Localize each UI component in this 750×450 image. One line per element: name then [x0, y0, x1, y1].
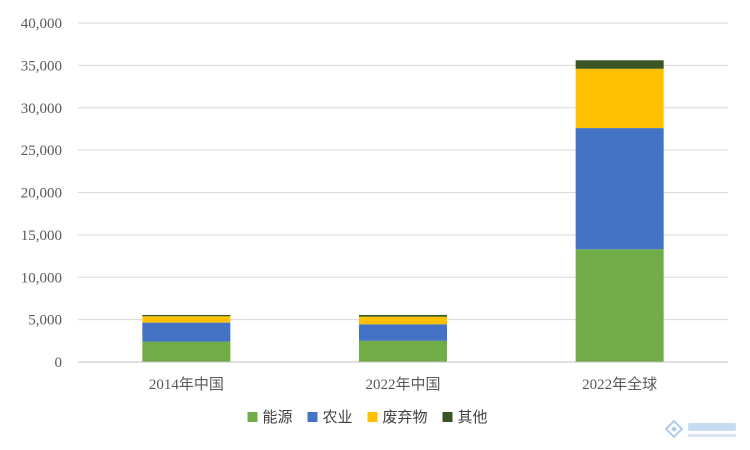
y-tick-label: 15,000 [21, 228, 62, 244]
y-tick-label: 0 [55, 355, 63, 371]
y-tick-label: 20,000 [21, 186, 62, 202]
y-tick-label: 40,000 [21, 16, 62, 32]
legend-label: 能源 [263, 408, 293, 426]
bar-segment [142, 341, 231, 362]
legend-swatch [247, 412, 258, 422]
legend-swatch [367, 412, 378, 422]
y-tick-label: 25,000 [21, 143, 62, 159]
y-axis: 0 5,000 10,000 15,000 20,000 25,000 30,000 35,0… [21, 16, 62, 371]
bar-segment [359, 340, 447, 362]
bar-segment [575, 68, 664, 129]
bar-segment [142, 316, 231, 323]
bar-segment [575, 249, 664, 362]
legend: 能源 农业 废弃物 其他 [247, 408, 488, 426]
legend-label: 农业 [323, 408, 353, 426]
bar-segment [142, 322, 231, 342]
y-tick-label: 5,000 [28, 313, 62, 329]
legend-swatch [307, 412, 318, 422]
bars [142, 60, 664, 362]
logo-icon [664, 419, 736, 439]
x-tick-label: 2022年全球 [582, 375, 657, 393]
legend-label: 其他 [458, 408, 488, 426]
legend-label: 废弃物 [383, 408, 428, 426]
bar-segment [142, 314, 231, 317]
x-axis: 2014年中国 2022年中国 2022年全球 [78, 361, 728, 393]
bar-segment [359, 324, 447, 341]
bar-segment [575, 60, 664, 69]
y-tick-label: 30,000 [21, 101, 62, 117]
bar-segment [575, 128, 664, 250]
bar-segment [359, 314, 447, 317]
bar-segment [359, 316, 447, 325]
y-tick-label: 35,000 [21, 58, 62, 74]
y-tick-label: 10,000 [21, 270, 62, 286]
legend-swatch [442, 412, 453, 422]
x-tick-label: 2014年中国 [149, 376, 224, 393]
x-tick-label: 2022年中国 [365, 376, 440, 393]
